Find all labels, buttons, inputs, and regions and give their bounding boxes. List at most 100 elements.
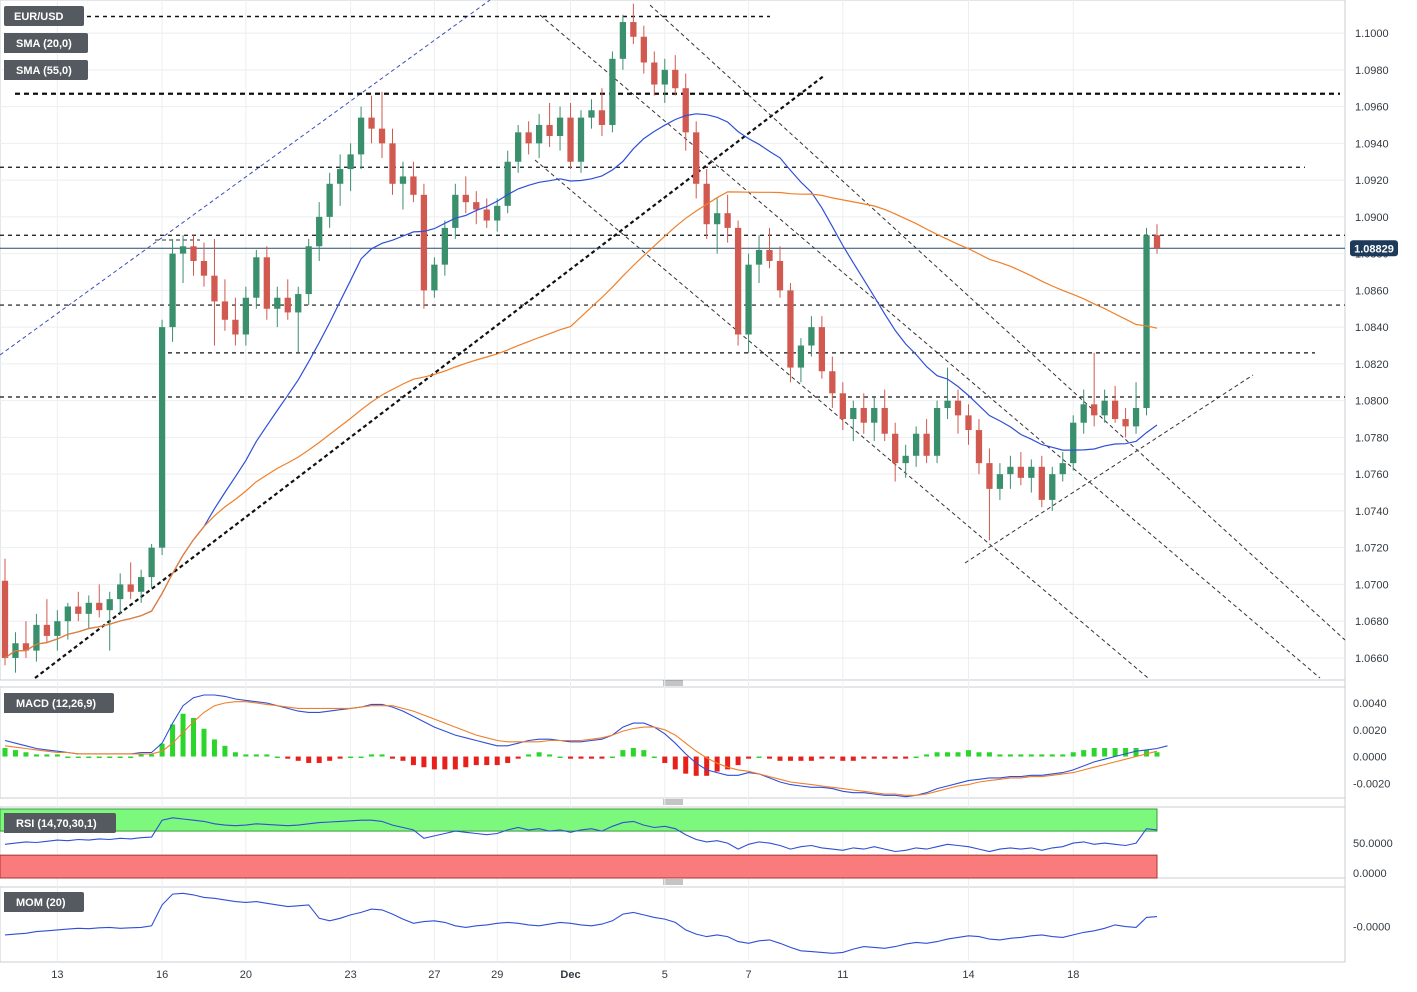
channel-line-upper [0, 0, 491, 356]
macd-histogram-bar [1091, 747, 1097, 757]
macd-histogram-bar [725, 756, 731, 770]
candle-body [452, 194, 459, 228]
macd-histogram-bar [253, 754, 259, 757]
candle-body [305, 246, 312, 295]
candle-body [776, 260, 784, 291]
candle-body [577, 117, 585, 162]
candle-body [881, 408, 888, 434]
candle-body [284, 297, 291, 313]
candle-body [274, 297, 281, 309]
macd-histogram-bar [316, 756, 322, 763]
mom-tag[interactable]: MOM (20) [4, 892, 84, 912]
rsi-label: RSI (14,70,30,1) [16, 818, 97, 830]
macd-histogram-bar [588, 756, 594, 759]
macd-histogram-bar [756, 756, 762, 759]
macd-histogram-bar [913, 756, 919, 759]
macd-tick-label: -0.0020 [1353, 778, 1390, 790]
candle-body [986, 463, 993, 489]
macd-histogram-bar [840, 756, 846, 761]
symbol-tag[interactable]: EUR/USD [4, 6, 84, 26]
macd-histogram-bar [33, 754, 39, 757]
candle-body [546, 124, 553, 136]
candle-body [158, 327, 166, 548]
rsi-tick-label: 0.0000 [1353, 868, 1387, 880]
price-tick-label: 1.0940 [1355, 138, 1389, 150]
macd-histogram-bar [117, 756, 123, 759]
price-tick-label: 1.0720 [1355, 543, 1389, 555]
macd-histogram-bar [568, 756, 574, 759]
macd-histogram-bar [515, 756, 521, 759]
candle-body [138, 577, 145, 592]
candle-body [693, 132, 700, 184]
candle-body [525, 132, 532, 144]
macd-histogram-bar [1028, 754, 1034, 757]
x-tick-label: 16 [156, 969, 168, 981]
macd-histogram-bar [431, 756, 437, 770]
sma20-tag[interactable]: SMA (20,0) [4, 33, 88, 53]
price-tick-label: 1.0660 [1355, 653, 1389, 665]
candle-body [179, 246, 187, 254]
candle-body [232, 319, 239, 335]
candle-body [755, 249, 763, 265]
symbol-label: EUR/USD [14, 11, 64, 23]
candle-body [494, 205, 501, 221]
candle-body [504, 161, 511, 206]
macd-histogram-bar [1102, 747, 1108, 757]
sma55-line [4, 191, 1158, 659]
macd-histogram-bar [829, 756, 835, 759]
macd-histogram-bar [191, 718, 197, 757]
macd-histogram-bar [1007, 754, 1013, 757]
price-tick-label: 1.0800 [1355, 396, 1389, 408]
candle-body [714, 213, 721, 225]
macd-histogram-bar [107, 756, 113, 759]
macd-histogram-bar [777, 756, 783, 761]
candle-body [808, 327, 815, 346]
mom-panel-frame [0, 886, 1346, 963]
macd-histogram-bar [1123, 747, 1129, 757]
macd-histogram-bar [651, 756, 657, 759]
macd-histogram-bar [1112, 747, 1118, 757]
macd-histogram-bar [201, 728, 207, 757]
macd-tag[interactable]: MACD (12,26,9) [4, 693, 114, 713]
channel-line-2 [649, 4, 1346, 641]
macd-histogram-bar [505, 756, 511, 763]
candle-body [1028, 466, 1035, 478]
x-tick-label: 11 [837, 969, 848, 981]
candle-body [1132, 408, 1140, 427]
price-tick-label: 1.0680 [1355, 616, 1389, 628]
macd-histogram-bar [2, 747, 8, 757]
candle-body [326, 183, 333, 217]
macd-histogram-bar [452, 756, 458, 770]
candle-body [515, 132, 522, 162]
candles [1, 3, 1161, 673]
main-panel-frame [0, 0, 1346, 681]
sma55-tag[interactable]: SMA (55,0) [4, 60, 88, 80]
macd-histogram-bar [12, 750, 18, 757]
rsi-tag[interactable]: RSI (14,70,30,1) [4, 813, 116, 833]
macd-histogram-bar [547, 754, 553, 757]
macd-histogram-bar [714, 756, 720, 772]
macd-histogram-bar [54, 754, 60, 757]
x-axis-labels: 13 16 20 23 27 29 Dec 5 7 11 14 18 [51, 969, 1079, 981]
mom-tick-label: -0.0000 [1353, 922, 1390, 934]
candle-body [787, 290, 794, 368]
candle-body [127, 584, 134, 592]
candle-body [619, 22, 627, 59]
candle-body [1007, 466, 1014, 475]
x-tick-label: 7 [746, 969, 752, 981]
macd-histogram-bar [23, 752, 29, 757]
macd-histogram-bar [976, 752, 982, 757]
macd-histogram-bar [641, 750, 647, 757]
candle-body [33, 624, 40, 651]
sma55-color-marker [4, 60, 7, 80]
x-tick-label: 5 [662, 969, 668, 981]
mom-color-marker [4, 892, 7, 912]
candle-body [75, 606, 82, 614]
macd-histogram-bar [389, 756, 395, 759]
candle-body [54, 621, 61, 636]
candle-body [43, 624, 51, 636]
candle-body [462, 194, 469, 203]
macd-color-marker [4, 693, 7, 713]
candle-body [860, 408, 867, 423]
